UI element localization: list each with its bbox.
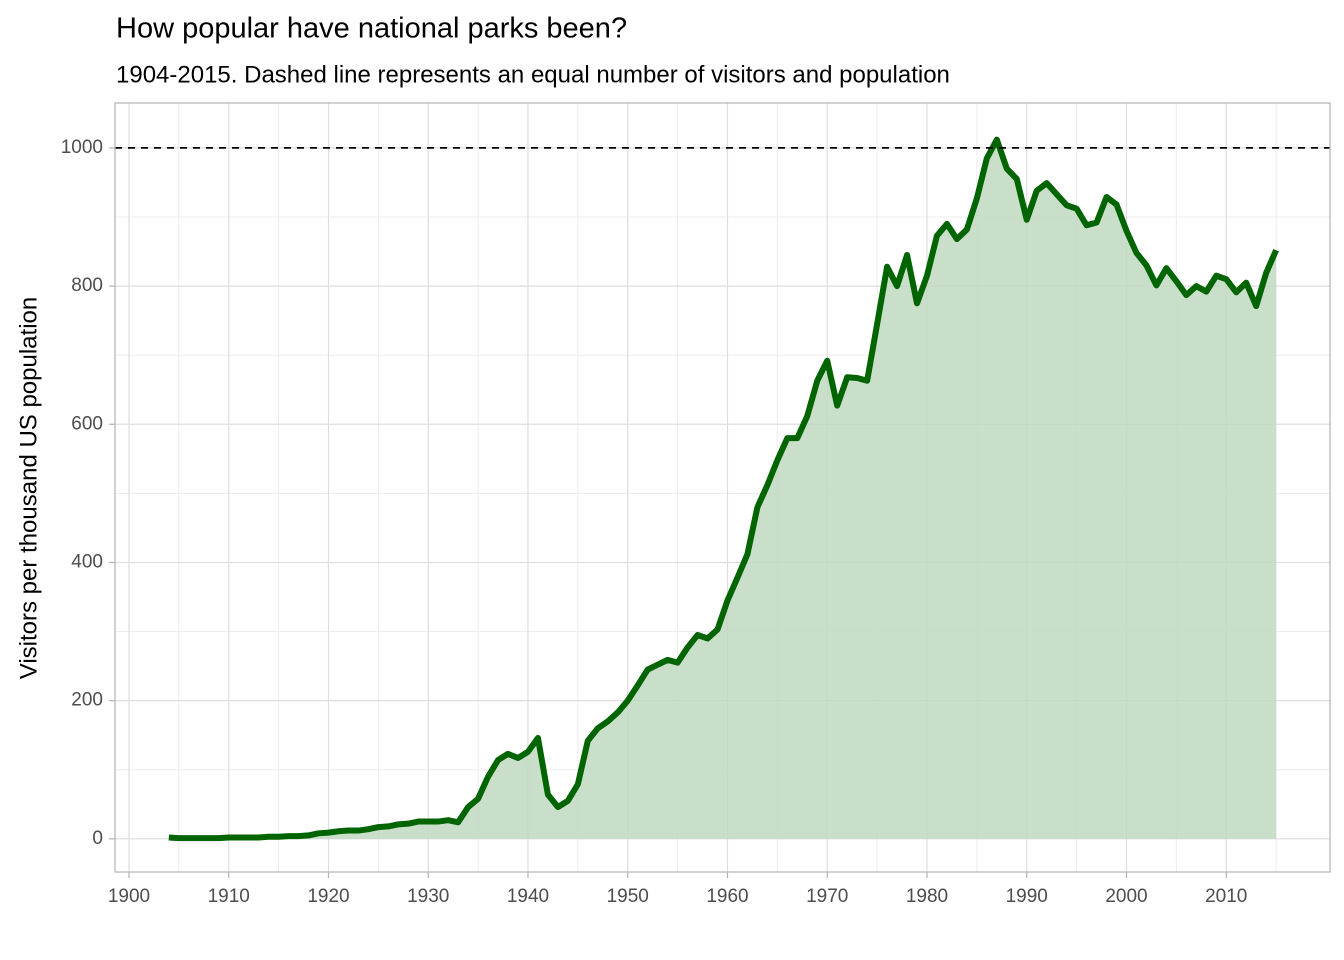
x-tick-label: 1980 (906, 886, 948, 907)
x-tick-label: 2010 (1205, 886, 1247, 907)
x-tick-label: 1970 (806, 886, 848, 907)
y-tick-label: 600 (71, 413, 103, 434)
x-tick-label: 1990 (1006, 886, 1048, 907)
chart-title: How popular have national parks been? (116, 13, 627, 45)
x-tick-label: 1900 (108, 886, 150, 907)
x-tick-label: 1920 (307, 886, 349, 907)
line (168, 136, 1279, 842)
x-tick-label: 1950 (607, 886, 649, 907)
y-tick-label: 1000 (61, 137, 103, 158)
x-tick-label: 1910 (208, 886, 250, 907)
x-tick-label: 1940 (507, 886, 549, 907)
chart-subtitle: 1904-2015. Dashed line represents an equ… (116, 61, 950, 88)
y-tick-label: 400 (71, 551, 103, 572)
y-tick-label: 800 (71, 275, 103, 296)
x-tick-label: 1960 (706, 886, 748, 907)
x-tick-label: 1930 (407, 886, 449, 907)
x-tick-label: 2000 (1105, 886, 1147, 907)
area (168, 139, 1277, 839)
y-axis-label: Visitors per thousand US population (15, 297, 42, 679)
y-tick-label: 200 (71, 690, 103, 711)
panel-border (114, 102, 1331, 873)
y-tick-label: 0 (92, 828, 103, 849)
